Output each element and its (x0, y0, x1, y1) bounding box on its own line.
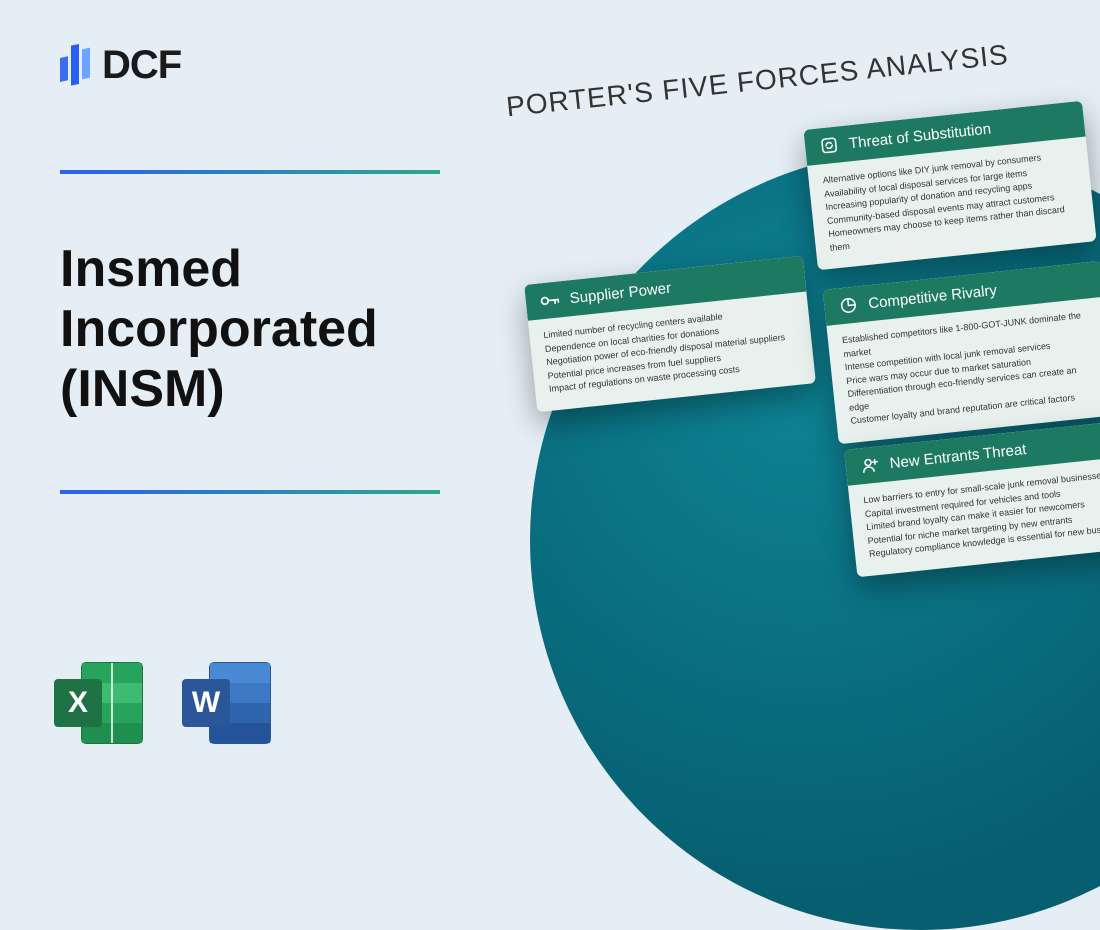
brand-name: DCF (102, 43, 181, 88)
page-title: Insmed Incorporated (INSM) (60, 240, 480, 419)
card-title: Threat of Substitution (848, 120, 992, 152)
key-icon (539, 289, 561, 311)
porter-heading: PORTER'S FIVE FORCES ANALYSIS (505, 39, 1010, 124)
refresh-icon (818, 134, 840, 156)
card-title: Supplier Power (569, 279, 672, 307)
pie-icon (837, 294, 859, 316)
card-rivalry: Competitive Rivalry Established competit… (823, 261, 1100, 444)
card-substitution: Threat of Substitution Alternative optio… (803, 101, 1096, 270)
excel-letter: X (68, 686, 88, 719)
logo-bars-icon (60, 40, 92, 90)
word-icon[interactable]: W (178, 655, 278, 750)
file-icons-row: X W (50, 655, 278, 750)
divider-bottom (60, 490, 440, 494)
card-title: New Entrants Threat (889, 440, 1027, 471)
divider-top (60, 170, 440, 174)
add-user-icon (859, 454, 881, 476)
word-letter: W (192, 686, 221, 719)
card-title: Competitive Rivalry (867, 281, 997, 311)
excel-icon[interactable]: X (50, 655, 150, 750)
brand-logo: DCF (60, 40, 181, 90)
